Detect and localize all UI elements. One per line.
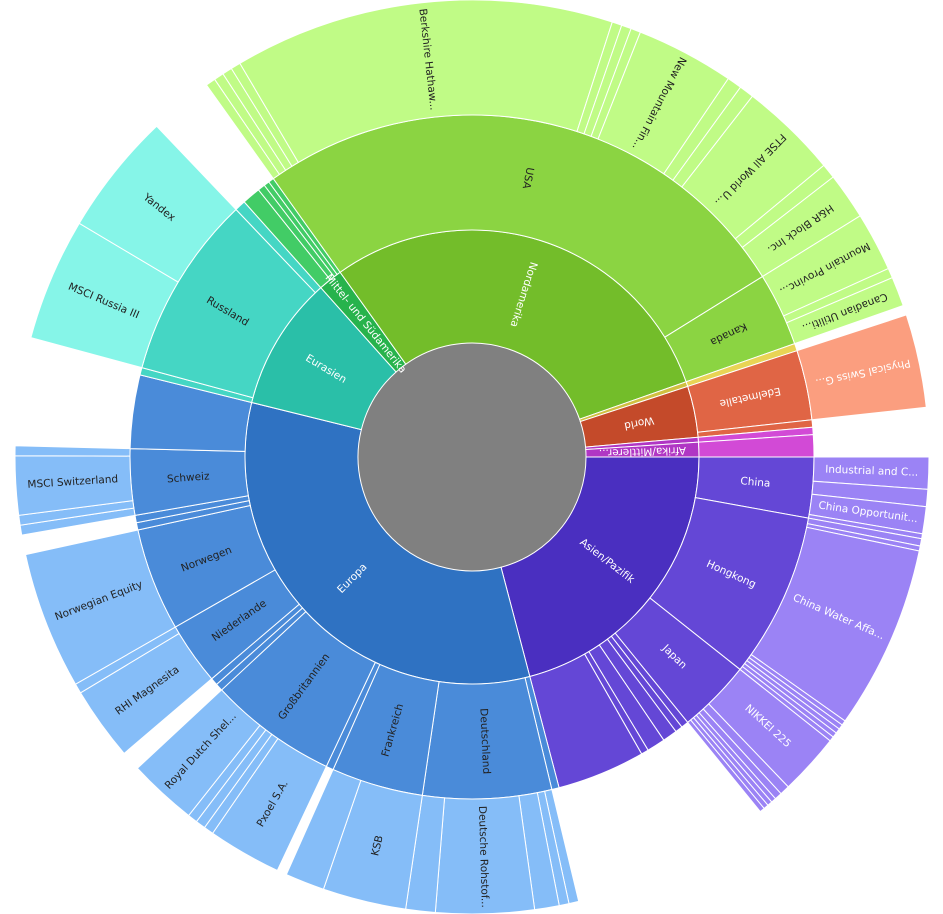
label-msci-switzerland: MSCI Switzerland xyxy=(27,473,118,491)
label-usa: USA xyxy=(520,166,536,190)
label-ksb: KSB xyxy=(369,834,386,857)
segment-segment-level2[interactable] xyxy=(697,434,815,458)
segment-norwegian-equity-level3[interactable] xyxy=(24,529,176,685)
center-circle xyxy=(358,343,586,571)
segment-segment-level3[interactable] xyxy=(14,445,131,457)
segment-physical-swiss-g-level3[interactable] xyxy=(796,314,927,421)
label-industrial-and-c: Industrial and C... xyxy=(825,464,918,479)
label-deutsche-rohstof: Deutsche Rohstof... xyxy=(476,806,491,908)
label-china: China xyxy=(740,475,771,490)
label-world: World xyxy=(623,414,655,432)
label-schweiz: Schweiz xyxy=(167,470,211,485)
label-afrika-mittlerer: Afrika/Mittlerer... xyxy=(599,444,686,459)
label-deutschland: Deutschland xyxy=(477,708,492,774)
sunburst-arcs xyxy=(14,0,930,914)
